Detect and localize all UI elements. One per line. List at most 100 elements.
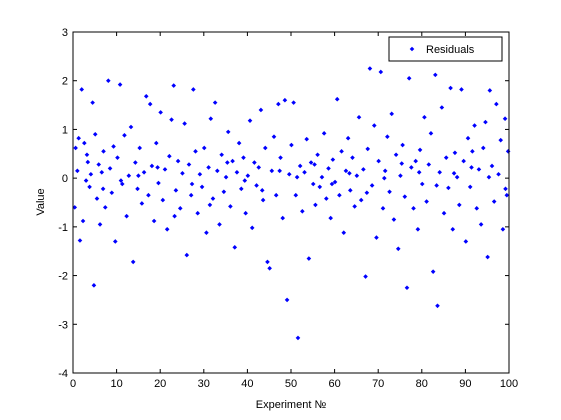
data-point: [302, 169, 307, 175]
data-point: [201, 145, 207, 151]
data-point: [164, 226, 170, 232]
data-point: [456, 202, 462, 208]
data-point: [111, 144, 116, 149]
data-point: [91, 283, 97, 288]
data-point: [282, 97, 288, 103]
data-point: [191, 87, 196, 92]
data-point: [406, 75, 412, 81]
data-point: [247, 118, 253, 123]
data-point: [347, 170, 352, 176]
data-point: [313, 202, 318, 208]
data-point: [90, 100, 95, 105]
data-point: [149, 163, 155, 169]
data-point: [404, 285, 410, 291]
data-point: [293, 192, 299, 198]
data-point: [193, 149, 198, 154]
data-point: [393, 152, 399, 158]
data-point: [133, 160, 138, 165]
data-point: [172, 213, 177, 219]
data-point: [109, 190, 115, 196]
data-point: [472, 123, 477, 128]
x-tick-label: 10: [110, 378, 122, 390]
data-point: [294, 174, 300, 180]
data-point: [363, 274, 368, 279]
data-point: [258, 107, 264, 113]
x-tick-label: 40: [241, 378, 253, 390]
data-point: [277, 168, 282, 174]
data-point: [437, 169, 442, 175]
data-point: [182, 121, 187, 126]
data-point: [241, 155, 246, 160]
data-point: [416, 169, 422, 175]
data-point: [402, 194, 408, 199]
data-point: [107, 166, 113, 171]
data-point: [395, 246, 401, 252]
legend-marker-icon: [409, 46, 415, 52]
data-point: [361, 167, 366, 172]
data-point: [80, 218, 86, 224]
data-point: [75, 168, 80, 174]
data-point: [380, 206, 386, 211]
data-point: [433, 72, 438, 78]
data-point: [273, 192, 279, 198]
data-point: [347, 188, 353, 193]
data-point: [415, 226, 421, 232]
data-point: [115, 155, 120, 160]
data-point: [461, 158, 466, 164]
data-point: [483, 119, 488, 125]
data-point: [153, 140, 159, 146]
data-point: [234, 169, 240, 175]
data-point: [186, 162, 192, 167]
data-point: [310, 181, 316, 187]
data-point: [454, 174, 460, 180]
data-point: [371, 123, 377, 128]
data-point: [137, 145, 143, 151]
data-point: [470, 149, 475, 154]
data-point: [494, 101, 499, 107]
data-point: [467, 184, 473, 190]
data-point: [312, 162, 317, 167]
data-point: [354, 173, 360, 179]
data-point: [469, 165, 474, 170]
data-point: [147, 101, 153, 107]
data-point: [465, 135, 471, 141]
data-point: [141, 169, 147, 175]
data-point: [326, 166, 331, 171]
data-point: [252, 160, 257, 165]
data-point: [389, 111, 395, 117]
data-point: [300, 208, 305, 214]
data-point: [498, 137, 504, 143]
data-point: [485, 254, 490, 260]
data-points: [72, 66, 511, 341]
data-point: [289, 142, 294, 148]
y-tick-label: 0: [62, 173, 68, 185]
data-point: [85, 159, 91, 165]
data-point: [435, 303, 440, 309]
data-point: [332, 179, 338, 185]
data-point: [189, 181, 195, 187]
data-point: [500, 226, 506, 232]
data-point: [130, 259, 136, 265]
data-point: [385, 134, 390, 140]
data-point: [328, 215, 333, 221]
data-point: [382, 175, 387, 181]
data-point: [450, 226, 456, 232]
data-point: [228, 204, 233, 209]
data-point: [387, 189, 392, 195]
data-point: [364, 190, 370, 196]
data-point: [398, 173, 403, 179]
data-point: [276, 101, 281, 107]
data-point: [99, 169, 105, 175]
data-point: [83, 178, 89, 183]
data-point: [443, 155, 449, 160]
y-tick-label: -4: [58, 368, 68, 380]
data-point: [171, 83, 177, 88]
data-point: [173, 188, 179, 193]
data-point: [356, 114, 362, 120]
data-point: [376, 158, 381, 164]
data-point: [156, 180, 161, 186]
data-point: [122, 132, 127, 138]
data-point: [136, 173, 141, 179]
data-point: [267, 265, 272, 271]
